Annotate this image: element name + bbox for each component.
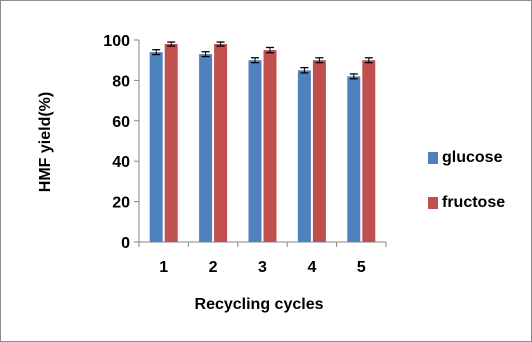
x-tick-label: 5 bbox=[357, 259, 366, 276]
bar-glucose bbox=[297, 70, 311, 242]
bar-fructose bbox=[164, 44, 178, 242]
y-tick-label: 0 bbox=[121, 235, 130, 252]
bar-fructose bbox=[312, 60, 326, 243]
bar-fructose bbox=[214, 44, 228, 242]
legend-label-fructose: fructose bbox=[442, 194, 506, 211]
y-tick-label: 60 bbox=[112, 114, 130, 131]
bar-glucose bbox=[347, 76, 361, 242]
y-tick-label: 100 bbox=[103, 33, 130, 50]
x-tick-label: 4 bbox=[307, 259, 316, 276]
x-tick-label: 1 bbox=[159, 259, 168, 276]
y-tick-label: 40 bbox=[112, 154, 130, 171]
y-axis-title: HMF yield(%) bbox=[37, 92, 54, 192]
bar-fructose bbox=[263, 50, 277, 242]
x-axis-title: Recycling cycles bbox=[195, 296, 324, 313]
bar-fructose bbox=[362, 60, 376, 243]
legend-label-glucose: glucose bbox=[442, 149, 503, 166]
x-tick-label: 2 bbox=[209, 259, 218, 276]
bar-glucose bbox=[149, 52, 163, 243]
y-tick-label: 20 bbox=[112, 195, 130, 212]
bar-glucose bbox=[248, 60, 262, 243]
bar-glucose bbox=[199, 54, 213, 242]
legend-swatch-glucose bbox=[428, 152, 438, 164]
legend-swatch-fructose bbox=[428, 197, 438, 209]
x-tick-label: 3 bbox=[258, 259, 267, 276]
y-tick-label: 80 bbox=[112, 73, 130, 90]
plot-area: 0 20 40 60 80 100 1 2 3 4 5 bbox=[103, 33, 387, 276]
